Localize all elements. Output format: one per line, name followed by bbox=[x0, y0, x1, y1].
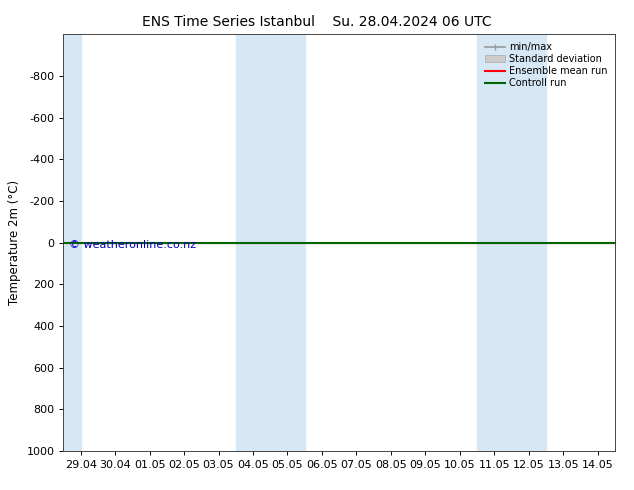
Bar bbox=[477, 34, 546, 451]
Y-axis label: Temperature 2m (°C): Temperature 2m (°C) bbox=[8, 180, 21, 305]
Legend: min/max, Standard deviation, Ensemble mean run, Controll run: min/max, Standard deviation, Ensemble me… bbox=[482, 39, 610, 91]
Text: © weatheronline.co.nz: © weatheronline.co.nz bbox=[69, 241, 196, 250]
Text: ENS Time Series Istanbul    Su. 28.04.2024 06 UTC: ENS Time Series Istanbul Su. 28.04.2024 … bbox=[142, 15, 492, 29]
Bar bbox=[63, 34, 81, 451]
Bar bbox=[236, 34, 305, 451]
